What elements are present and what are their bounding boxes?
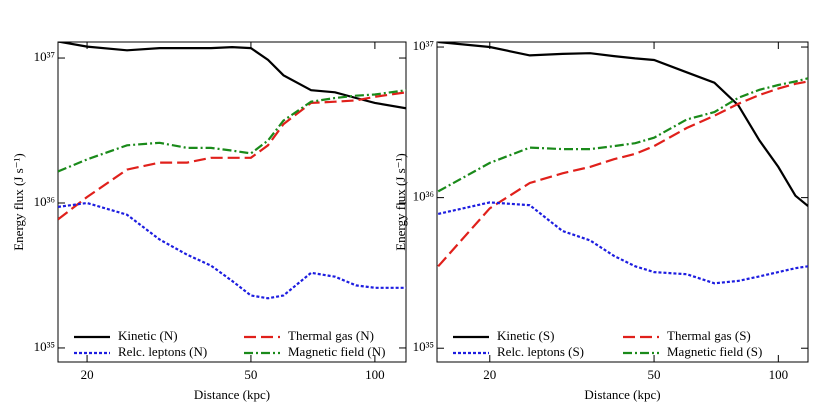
legend-label: Thermal gas (S) (667, 328, 751, 343)
series-line (437, 80, 808, 268)
x-axis-label: Distance (kpc) (194, 387, 270, 402)
x-axis-label: Distance (kpc) (584, 387, 660, 402)
y-axis-label: Energy flux (J s⁻¹) (393, 153, 408, 251)
y-axis-label: Energy flux (J s⁻¹) (11, 153, 26, 251)
x-tick-label: 50 (648, 367, 661, 382)
y-tick-label: 10³⁷ (34, 49, 55, 64)
legend-label: Thermal gas (N) (288, 328, 374, 343)
x-tick-label: 100 (769, 367, 789, 382)
series-line (437, 201, 808, 285)
legend-label: Magnetic field (N) (288, 344, 385, 359)
y-tick-label: 10³⁷ (413, 38, 434, 53)
y-tick-label: 10³⁶ (34, 194, 55, 209)
series-line (58, 201, 406, 300)
legend-label: Kinetic (S) (497, 328, 554, 343)
x-tick-label: 50 (244, 367, 257, 382)
y-tick-label: 10³⁵ (34, 339, 55, 354)
x-tick-label: 20 (483, 367, 496, 382)
series-line (437, 77, 808, 193)
plot-frame (57, 41, 407, 363)
series-line (58, 89, 406, 173)
x-tick-label: 100 (365, 367, 385, 382)
y-tick-label: 10³⁵ (413, 339, 434, 354)
legend-label: Kinetic (N) (118, 328, 178, 343)
legend-label: Relc. leptons (S) (497, 344, 584, 359)
legend-label: Relc. leptons (N) (118, 344, 207, 359)
series-line (438, 42, 808, 207)
plot-frame (436, 41, 809, 363)
series-line (58, 91, 406, 221)
y-tick-label: 10³⁶ (413, 189, 434, 204)
x-tick-label: 20 (81, 367, 94, 382)
series-line (58, 42, 406, 110)
legend-label: Magnetic field (S) (667, 344, 762, 359)
